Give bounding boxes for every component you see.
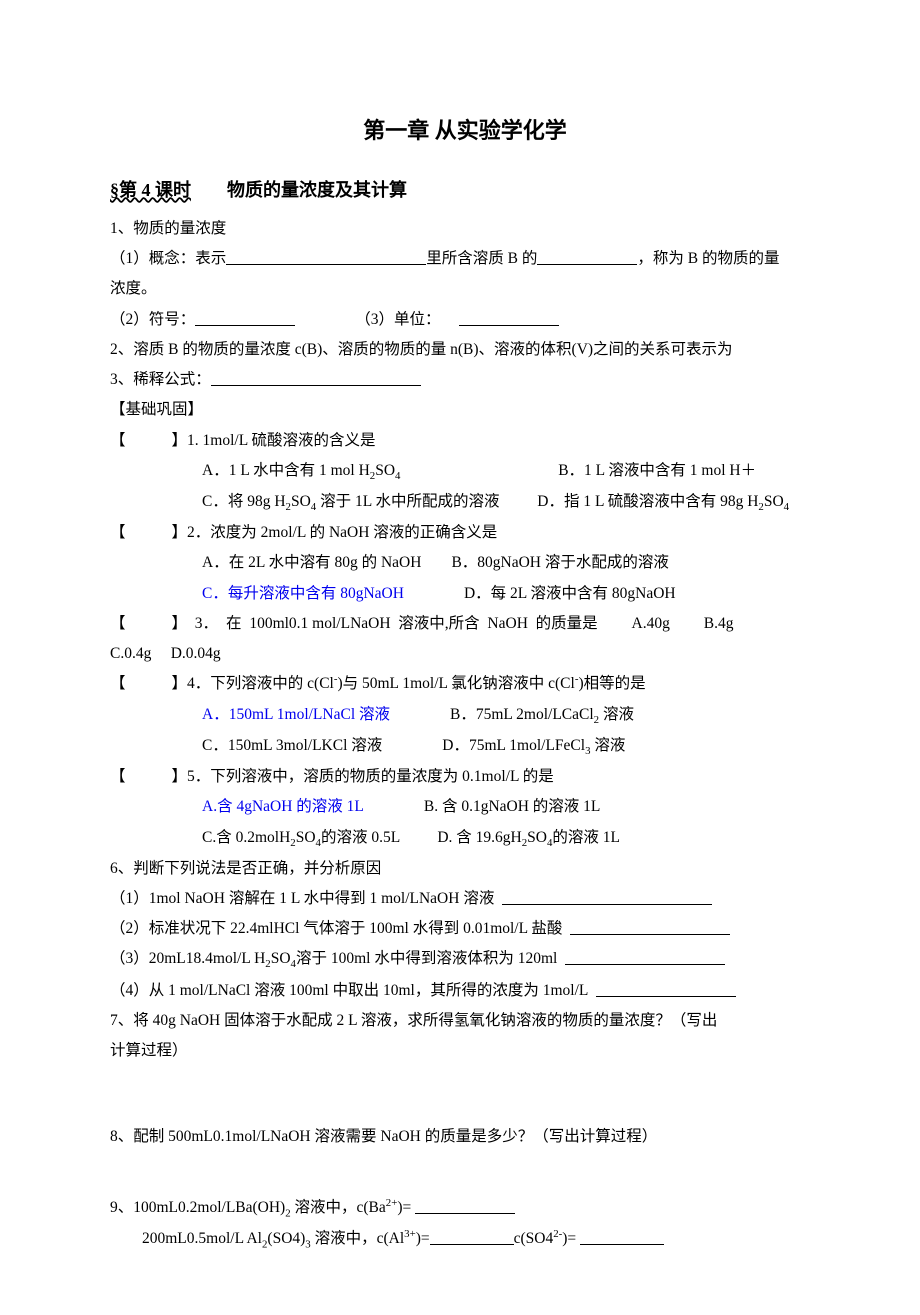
q5-stem: 【】5．下列溶液中，溶质的物质的量浓度为 0.1mol/L 的是 — [110, 762, 820, 792]
q3-options-row2: C.0.4g D.0.04g — [110, 639, 820, 669]
para-3: 3、稀释公式： — [110, 365, 820, 395]
q1-options-row1: A．1 L 水中含有 1 mol H2SO4 B．1 L 溶液中含有 1 mol… — [110, 456, 820, 487]
q6-3: （3）20mL18.4mol/L H2SO4溶于 100ml 水中得到溶液体积为… — [110, 944, 820, 975]
q9-line1: 9、100mL0.2mol/LBa(OH)2 溶液中，c(Ba2+)= — [110, 1193, 820, 1224]
q7-line1: 7、将 40g NaOH 固体溶于水配成 2 L 溶液，求所得氢氧化钠溶液的物质… — [110, 1006, 820, 1036]
q1-stem: 【】1. 1mol/L 硫酸溶液的含义是 — [110, 426, 820, 456]
q2-answer-c: C．每升溶液中含有 80gNaOH — [202, 585, 404, 602]
q3-stem: 【】 3．在 100ml0.1 mol/LNaOH 溶液中,所含 NaOH 的质… — [110, 609, 820, 639]
q6-2: （2）标准状况下 22.4mlHCl 气体溶于 100ml 水得到 0.01mo… — [110, 914, 820, 944]
para-1-2: （2）符号：（3）单位： — [110, 305, 820, 335]
q6-1: （1）1mol NaOH 溶解在 1 L 水中得到 1 mol/LNaOH 溶液 — [110, 884, 820, 914]
q6-4: （4）从 1 mol/LNaCl 溶液 100ml 中取出 10ml，其所得的浓… — [110, 976, 820, 1006]
blank-space-2 — [110, 1153, 820, 1193]
q4-answer-a: A．150mL 1mol/LNaCl 溶液 — [202, 706, 390, 723]
q5-options-row1: A.含 4gNaOH 的溶液 1LB. 含 0.1gNaOH 的溶液 1L — [110, 792, 820, 822]
para-1-heading: 1、物质的量浓度 — [110, 214, 820, 244]
q9-line2: 200mL0.5mol/L Al2(SO4)3 溶液中，c(Al3+)=c(SO… — [110, 1224, 820, 1255]
blank-space-1 — [110, 1066, 820, 1122]
basic-header: 【基础巩固】 — [110, 395, 820, 425]
q4-options-row2: C．150mL 3mol/LKCl 溶液D．75mL 1mol/LFeCl3 溶… — [110, 731, 820, 762]
para-2: 2、溶质 B 的物质的量浓度 c(B)、溶质的物质的量 n(B)、溶液的体积(V… — [110, 335, 820, 365]
q2-options-row2: C．每升溶液中含有 80gNaOHD．每 2L 溶液中含有 80gNaOH — [110, 579, 820, 609]
section-title: §第 4 课时 物质的量浓度及其计算 — [110, 173, 820, 208]
q5-answer-a: A.含 4gNaOH 的溶液 1L — [202, 798, 364, 815]
q4-stem: 【】4．下列溶液中的 c(Cl-)与 50mL 1mol/L 氯化钠溶液中 c(… — [110, 669, 820, 699]
q7-line2: 计算过程） — [110, 1036, 820, 1066]
document-page: 第一章 从实验学化学 §第 4 课时 物质的量浓度及其计算 1、物质的量浓度 （… — [0, 0, 920, 1315]
chapter-title: 第一章 从实验学化学 — [110, 110, 820, 153]
q8: 8、配制 500mL0.1mol/LNaOH 溶液需要 NaOH 的质量是多少？… — [110, 1122, 820, 1152]
q2-options-row1: A．在 2L 水中溶有 80g 的 NaOHB．80gNaOH 溶于水配成的溶液 — [110, 548, 820, 578]
q6-heading: 6、判断下列说法是否正确，并分析原因 — [110, 854, 820, 884]
q2-stem: 【】2．浓度为 2mol/L 的 NaOH 溶液的正确含义是 — [110, 518, 820, 548]
q5-options-row2: C.含 0.2molH2SO4的溶液 0.5L D. 含 19.6gH2SO4的… — [110, 823, 820, 854]
q4-options-row1: A．150mL 1mol/LNaCl 溶液B．75mL 2mol/LCaCl2 … — [110, 700, 820, 731]
section-title-rest: 物质的量浓度及其计算 — [191, 180, 407, 200]
para-1-1-cont: 浓度。 — [110, 274, 820, 304]
para-1-1: （1）概念：表示里所含溶质 B 的，称为 B 的物质的量 — [110, 244, 820, 274]
q1-options-row2: C．将 98g H2SO4 溶于 1L 水中所配成的溶液 D．指 1 L 硫酸溶… — [110, 487, 820, 518]
section-title-prefix: §第 4 课时 — [110, 173, 191, 208]
